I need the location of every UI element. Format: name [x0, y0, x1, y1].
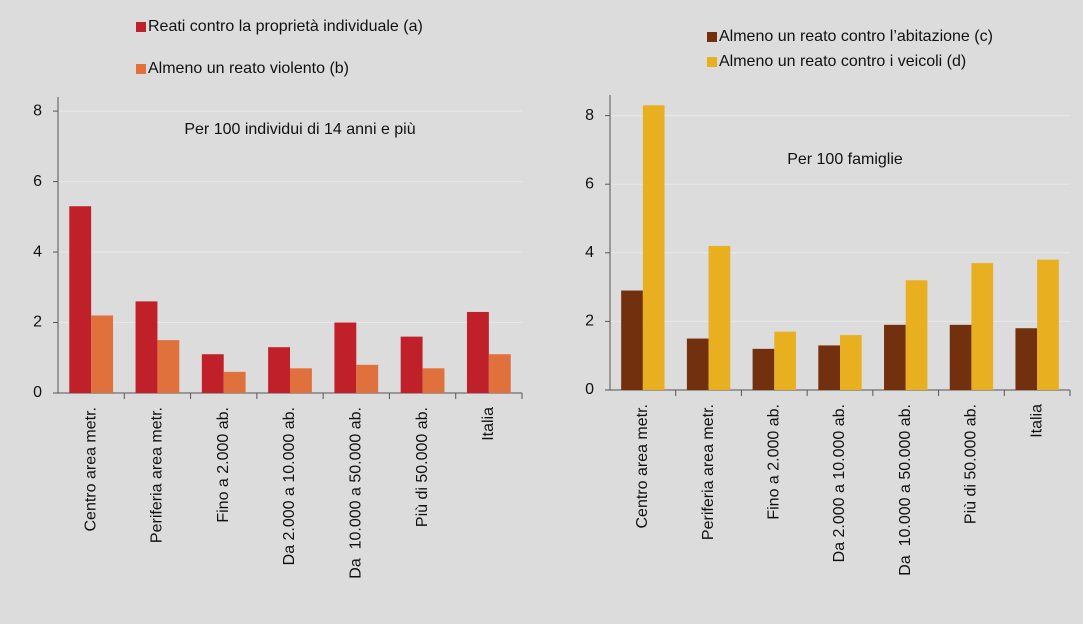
- bar: [949, 324, 972, 390]
- x-tick-label: Da 2.000 a 10.000 ab.: [281, 407, 298, 565]
- bar: [1015, 328, 1038, 390]
- bar: [91, 315, 114, 393]
- bar: [422, 368, 445, 393]
- x-tick-label: Più di 50.000 ab.: [963, 404, 980, 524]
- bar: [971, 263, 994, 390]
- x-tick-label: Da 10.000 a 50.000 ab.: [897, 404, 914, 576]
- bar: [905, 280, 928, 390]
- bar: [840, 335, 862, 390]
- legend-label: Reati contro la proprietà individuale (a…: [148, 18, 423, 35]
- x-tick-label: Da 10.000 a 50.000 ab.: [348, 407, 365, 579]
- x-tick-label: Centro area metr.: [634, 404, 651, 529]
- bar: [642, 105, 665, 390]
- y-tick-label: 4: [585, 244, 594, 261]
- y-tick-label: 0: [33, 384, 42, 401]
- bar: [334, 322, 357, 393]
- bar: [201, 354, 224, 393]
- x-tick-label: Periferia area metr.: [700, 404, 717, 540]
- bar: [400, 336, 423, 393]
- bar: [69, 206, 92, 393]
- y-tick-label: 6: [585, 175, 594, 192]
- y-tick-label: 8: [585, 107, 594, 124]
- y-tick-label: 2: [585, 313, 594, 330]
- x-tick-label: Fino a 2.000 ab.: [766, 404, 783, 520]
- x-tick-label: Centro area metr.: [82, 407, 99, 532]
- bar: [223, 371, 246, 393]
- legend-label: Almeno un reato contro i veicoli (d): [719, 53, 966, 70]
- bar: [157, 340, 180, 393]
- legend-swatch: [707, 57, 717, 67]
- bar: [752, 348, 775, 390]
- legend-label: Almeno un reato violento (b): [148, 60, 349, 77]
- legend-swatch: [136, 64, 146, 74]
- bar: [686, 338, 709, 390]
- x-tick-label: Italia: [1028, 404, 1045, 438]
- x-tick-label: Italia: [480, 407, 497, 441]
- y-tick-label: 8: [33, 102, 42, 119]
- y-tick-label: 4: [33, 243, 42, 260]
- legend-label: Almeno un reato contro l’abitazione (c): [719, 28, 993, 45]
- bar: [290, 368, 312, 393]
- legend-swatch: [707, 32, 717, 42]
- x-tick-label: Più di 50.000 ab.: [414, 407, 431, 527]
- x-tick-label: Da 2.000 a 10.000 ab.: [831, 404, 848, 562]
- annotation: Per 100 famiglie: [787, 151, 903, 168]
- bar: [708, 245, 731, 390]
- bar: [621, 290, 643, 390]
- bar: [884, 324, 906, 390]
- bar: [356, 364, 379, 393]
- bar: [268, 347, 290, 393]
- x-tick-label: Fino a 2.000 ab.: [215, 407, 232, 523]
- y-tick-label: 6: [33, 173, 42, 190]
- legend-swatch: [136, 22, 146, 32]
- bar: [818, 345, 840, 390]
- annotation: Per 100 individui di 14 anni e più: [184, 121, 415, 138]
- bar: [1037, 259, 1059, 390]
- bar: [135, 301, 158, 393]
- x-tick-label: Periferia area metr.: [149, 407, 166, 543]
- y-tick-label: 0: [585, 381, 594, 398]
- bar: [488, 354, 511, 393]
- bar: [774, 331, 796, 390]
- bar: [466, 311, 489, 393]
- y-tick-label: 2: [33, 314, 42, 331]
